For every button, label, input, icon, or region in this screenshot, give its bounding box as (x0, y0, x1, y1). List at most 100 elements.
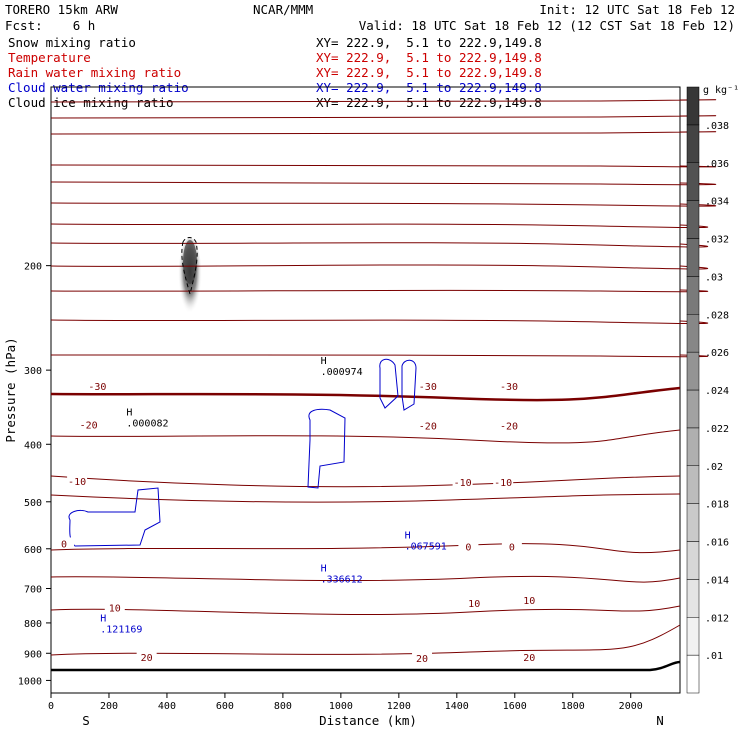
contour-label-bg (136, 651, 157, 663)
temperature-label: -30 (419, 382, 437, 393)
y-tick-label: 400 (24, 440, 42, 451)
colorbar-tick-label: .038 (705, 121, 729, 132)
x-tick-label: 400 (158, 701, 176, 712)
colorbar: .01 .012 .014 .016 .018 .02 .022 .024 .026 .028 .0… (686, 86, 729, 694)
y-tick-label: 800 (24, 619, 42, 630)
extremum-value: .000974 (321, 367, 363, 378)
temperature-contours (50, 99, 717, 656)
forecast-hour: Fcst: 6 h (5, 18, 95, 33)
contour-label-bg (501, 540, 522, 552)
extremum-kind: H (126, 408, 132, 419)
colorbar-swatch (686, 314, 700, 353)
colorbar-swatch (686, 124, 700, 163)
temperature-label: -30 (500, 382, 518, 393)
extremum-value: .121169 (100, 624, 142, 635)
y-tick-label: 300 (24, 366, 42, 377)
colorbar-tick-label: .022 (705, 424, 729, 435)
y-tick-label: 500 (24, 498, 42, 509)
contour-label-bg (498, 419, 519, 431)
temperature-label: -10 (494, 478, 512, 489)
temperature-label: 0 (509, 542, 515, 553)
colorbar-tick-label: .026 (705, 348, 729, 359)
legend-name-temperature: Temperature (8, 50, 91, 65)
legend-name-snow: Snow mixing ratio (8, 35, 136, 50)
x-tick-label: 800 (274, 701, 292, 712)
field-legend: Snow mixing ratio XY= 222.9, 5.1 to 222.… (8, 35, 542, 110)
y-axis: 200 300 400 500 600 700 800 900 1000 (18, 262, 51, 687)
extremum-kind: H (321, 563, 327, 574)
colorbar-tick-label: .014 (705, 575, 729, 586)
cloud-ice-contours (181, 237, 198, 296)
y-tick-label: 200 (24, 262, 42, 273)
colorbar-tick-label: .028 (705, 310, 729, 321)
colorbar-tick-label: .03 (705, 272, 723, 283)
colorbar-swatch (686, 162, 700, 201)
legend-xy-rain: XY= 222.9, 5.1 to 222.9,149.8 (316, 65, 542, 80)
center-title: NCAR/MMM (253, 2, 313, 17)
contour-label-bg (452, 476, 473, 488)
legend-xy-snow: XY= 222.9, 5.1 to 222.9,149.8 (316, 35, 542, 50)
contour-label-bg (104, 601, 125, 613)
temperature-label: 0 (61, 539, 67, 550)
contour-label-bg (417, 379, 438, 391)
colorbar-swatch (686, 427, 700, 466)
temperature-label: -20 (419, 421, 437, 432)
x-tick-label: 1000 (329, 701, 353, 712)
cloud-water-contours (68, 358, 417, 547)
contour-label-bg (78, 418, 99, 430)
temperature-label: 20 (416, 654, 428, 665)
colorbar-swatch (686, 503, 700, 542)
extremum-value: .000082 (126, 419, 168, 430)
model-title: TORERO 15km ARW (5, 2, 118, 17)
contour-label-bg (519, 651, 540, 663)
x-tick-label: 2000 (619, 701, 643, 712)
extremum-value: .067591 (405, 541, 447, 552)
colorbar-unit: g kg⁻¹ (703, 85, 739, 96)
colorbar-tick-label: .018 (705, 500, 729, 511)
colorbar-swatch (686, 351, 700, 391)
x-axis: 0 200 400 600 800 1000 1200 1400 1600 1800 2000 (48, 693, 643, 712)
init-time: Init: 12 UTC Sat 18 Feb 12 (539, 2, 735, 17)
temperature-label: 10 (468, 599, 480, 610)
contour-label-bg (464, 596, 485, 608)
north-label: N (656, 713, 664, 728)
y-tick-label: 1000 (18, 676, 42, 687)
temperature-label: -20 (500, 421, 518, 432)
temperature-label: -10 (68, 477, 86, 488)
legend-name-cloud-ice: Cloud ice mixing ratio (8, 95, 174, 110)
temperature-label: -20 (80, 421, 98, 432)
temperature-label: 10 (523, 596, 535, 607)
x-tick-label: 1600 (503, 701, 527, 712)
temperature-label: -30 (88, 382, 106, 393)
contour-label-bg (67, 474, 88, 486)
colorbar-swatch (686, 389, 700, 429)
extremum-kind: H (100, 613, 106, 624)
plot-frame (50, 86, 681, 694)
colorbar-swatch (686, 541, 700, 580)
colorbar-tick-label: .032 (705, 235, 729, 246)
colorbar-tick-label: .024 (705, 386, 729, 397)
x-axis-title: Distance (km) (319, 713, 417, 728)
extremum-kind: H (405, 530, 411, 541)
y-tick-label: 700 (24, 585, 42, 596)
colorbar-swatch (686, 654, 700, 694)
colorbar-tick-label: .036 (705, 159, 729, 170)
x-tick-label: 0 (48, 701, 54, 712)
colorbar-swatch (686, 579, 700, 618)
temperature-label: 10 (109, 604, 121, 615)
colorbar-swatch (686, 617, 700, 656)
temperature-label: 20 (141, 653, 153, 664)
ground-line (51, 660, 681, 672)
snow-shading (178, 238, 202, 322)
contour-label-bg (412, 651, 433, 663)
colorbar-swatch (686, 200, 700, 239)
contour-label-bg (493, 476, 514, 488)
colorbar-swatch (686, 238, 700, 277)
contour-label-bg (498, 379, 519, 391)
contour-label-bg (458, 540, 479, 552)
x-tick-label: 200 (100, 701, 118, 712)
y-tick-label: 600 (24, 545, 42, 556)
legend-name-rain: Rain water mixing ratio (8, 65, 181, 80)
